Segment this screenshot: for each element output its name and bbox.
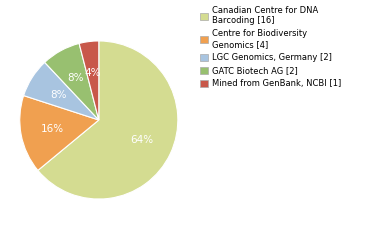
Text: 8%: 8% — [51, 90, 67, 100]
Wedge shape — [20, 96, 99, 170]
Text: 16%: 16% — [41, 124, 64, 134]
Text: 64%: 64% — [130, 135, 153, 145]
Legend: Canadian Centre for DNA
Barcoding [16], Centre for Biodiversity
Genomics [4], LG: Canadian Centre for DNA Barcoding [16], … — [198, 4, 343, 90]
Text: 8%: 8% — [68, 73, 84, 84]
Wedge shape — [24, 62, 99, 120]
Wedge shape — [79, 41, 99, 120]
Wedge shape — [38, 41, 178, 199]
Wedge shape — [45, 43, 99, 120]
Text: 4%: 4% — [85, 68, 101, 78]
